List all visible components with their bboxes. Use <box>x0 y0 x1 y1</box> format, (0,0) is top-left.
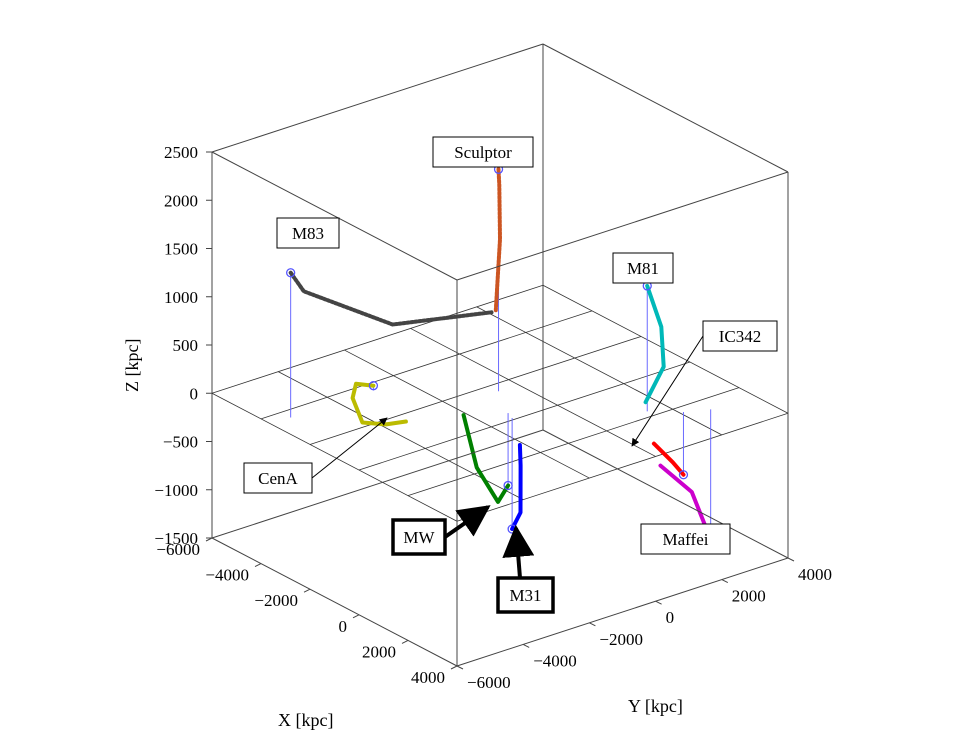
y-tick-mark <box>655 600 662 605</box>
z-axis-label: Z [kpc] <box>122 339 142 392</box>
trajectory-mw <box>461 413 511 504</box>
trajectory-m83 <box>288 270 494 327</box>
callout-label-ic342: IC342 <box>719 327 762 346</box>
box-edge <box>456 557 789 667</box>
callout-label-maffei: Maffei <box>663 530 709 549</box>
marker-cena <box>368 381 379 391</box>
x-tick-label: 4000 <box>411 668 445 687</box>
callout-arrow-m31 <box>502 524 535 579</box>
x-tick-label: −2000 <box>254 591 298 610</box>
trajectory-sculptor <box>493 167 502 313</box>
box-edge <box>211 43 544 153</box>
callout-label-m31: M31 <box>509 586 541 605</box>
y-tick-mark <box>522 643 530 648</box>
callout-label-cena: CenA <box>258 469 298 488</box>
callout-label-m81: M81 <box>627 259 659 278</box>
grid-line <box>456 412 789 522</box>
box-edge <box>542 43 789 173</box>
grid-line <box>410 328 656 457</box>
x-tick-mark <box>401 639 409 644</box>
grid-line <box>211 284 544 394</box>
ticks: 25002000150010005000−500−1000−1500−6000−… <box>154 143 832 692</box>
callout-arrow-cena <box>311 417 388 479</box>
z-tick-label: 500 <box>173 336 199 355</box>
z-tick-label: 1500 <box>164 240 198 259</box>
z-tick-label: 1000 <box>164 288 198 307</box>
x-tick-label: −4000 <box>205 566 249 585</box>
grid-line <box>476 306 722 436</box>
marker-ic342 <box>678 470 689 480</box>
grid-line <box>344 349 590 479</box>
callout-arrow-ic342 <box>631 335 704 447</box>
y-tick-label: 2000 <box>732 587 766 606</box>
callout-box-sculptor <box>432 136 534 168</box>
x-axis-label: X [kpc] <box>278 710 333 730</box>
y-tick-label: −4000 <box>533 651 577 670</box>
callout-box-ic342 <box>702 320 778 352</box>
callout-box-mw <box>391 518 447 556</box>
grid-line <box>407 387 740 497</box>
y-tick-mark <box>787 557 795 562</box>
grid-line <box>260 310 593 420</box>
box-back-edges <box>211 43 789 538</box>
x-tick-label: 2000 <box>362 642 396 661</box>
marker-mw <box>503 480 513 491</box>
box-edge <box>542 429 789 559</box>
callout-label-sculptor: Sculptor <box>454 143 512 162</box>
z-tick-label: 0 <box>190 384 199 403</box>
grid-line <box>309 336 642 445</box>
y-tick-mark <box>721 579 729 584</box>
x-tick-mark <box>450 665 458 670</box>
marker-m83 <box>286 268 296 278</box>
y-tick-mark <box>589 622 596 627</box>
y-tick-label: 0 <box>666 608 675 627</box>
z-tick-label: 2500 <box>164 143 198 162</box>
y-tick-mark <box>456 665 464 670</box>
trajectory-m31 <box>510 443 523 531</box>
x-tick-mark <box>352 614 360 619</box>
box-front-edges <box>211 171 789 667</box>
x-tick-mark <box>303 588 311 593</box>
box-edge <box>456 171 789 281</box>
callout-box-m81 <box>612 252 674 284</box>
grid-line <box>542 284 789 414</box>
trajectory-m81 <box>643 283 666 405</box>
z-tick-label: −1500 <box>154 529 198 548</box>
y-tick-label: 4000 <box>798 565 832 584</box>
box-edge <box>211 537 458 667</box>
x-tick-mark <box>205 537 213 542</box>
callout-label-m83: M83 <box>292 224 324 243</box>
grid-line <box>358 361 691 471</box>
callout-arrow-mw <box>443 505 491 539</box>
z-tick-label: 2000 <box>164 191 198 210</box>
trajectory-ic342 <box>651 441 686 477</box>
x-tick-mark <box>254 563 262 568</box>
callout-label-mw: MW <box>403 528 435 547</box>
x-tick-label: −6000 <box>156 540 200 559</box>
y-axis-label: Y [kpc] <box>628 696 683 716</box>
grid-line <box>211 392 458 522</box>
box-edge <box>211 429 544 539</box>
y-tick-label: −6000 <box>467 673 511 692</box>
callouts: MW M31 M83 CenA Sculptor M81 IC342 Maffei <box>243 136 778 614</box>
z-tick-label: −500 <box>163 433 198 452</box>
callout-box-maffei <box>640 523 731 555</box>
trajectory-cena <box>350 381 408 427</box>
callout-box-m31 <box>496 576 555 614</box>
z-tick-label: −1000 <box>154 481 198 500</box>
box-edge <box>211 151 458 281</box>
x-tick-label: 0 <box>339 617 348 636</box>
callout-box-m83 <box>276 217 340 249</box>
y-tick-label: −2000 <box>599 630 643 649</box>
trajectories <box>286 164 716 545</box>
callout-box-cena <box>243 462 313 494</box>
